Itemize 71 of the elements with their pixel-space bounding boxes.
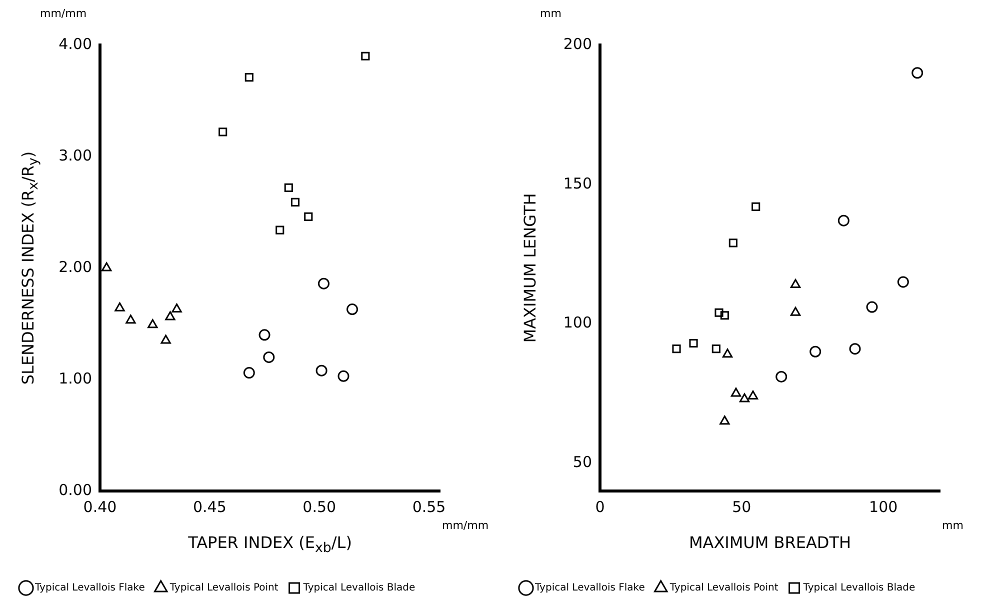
point: [243, 367, 255, 379]
point: [776, 370, 788, 382]
point: [730, 388, 742, 397]
text: mm/mm: [40, 7, 87, 20]
legend-label: Typical Levallois Flake: [34, 582, 145, 594]
point: [866, 301, 878, 313]
point: [720, 311, 729, 320]
point: [689, 338, 698, 348]
point: [165, 311, 176, 320]
legend-label: Typical Levallois Blade: [302, 582, 416, 594]
point: [912, 67, 924, 79]
point: [712, 344, 720, 354]
point: [752, 202, 760, 211]
point: [790, 306, 801, 316]
point: [276, 226, 284, 234]
point: [290, 198, 300, 206]
point: [148, 319, 158, 328]
point: [258, 329, 270, 341]
point: [897, 276, 909, 288]
point: [102, 262, 112, 272]
y-tick-label: 2.00: [58, 258, 92, 276]
y-tick-label: 200: [563, 34, 592, 53]
text: mm: [942, 519, 964, 532]
x-tick-label: 100: [869, 498, 898, 516]
point: [263, 351, 275, 363]
point: [361, 52, 370, 60]
point: [838, 214, 850, 226]
y-tick-label: 1.00: [58, 369, 92, 388]
x-tick-label: 50: [732, 498, 752, 516]
point: [728, 238, 738, 248]
y-tick-label: 100: [563, 314, 592, 332]
x-tick-label: 0.55: [412, 498, 446, 516]
point: [672, 344, 681, 354]
text: mm/mm: [442, 519, 489, 532]
point: [722, 348, 733, 358]
point: [318, 278, 330, 290]
text: mm: [540, 7, 562, 20]
point: [338, 370, 350, 382]
legend-label: Typical Levallois Blade: [802, 582, 916, 594]
y-tick-label: 4.00: [58, 34, 92, 53]
point: [244, 73, 254, 82]
point: [720, 416, 730, 425]
x-axis-title: TAPER INDEX (E$_{xb}$/L): [188, 533, 352, 556]
legend-label: Typical Levallois Flake: [534, 582, 645, 594]
point: [810, 346, 822, 358]
point: [172, 304, 182, 313]
y-tick-label: 3.00: [58, 146, 92, 164]
x-tick-label: 0: [595, 498, 605, 516]
x-axis-title: MAXIMUM BREADTH: [688, 533, 852, 552]
y-tick-label: 150: [563, 174, 592, 192]
point: [748, 390, 758, 400]
legend-label: Typical Levallois Point: [668, 582, 778, 594]
point: [316, 364, 328, 376]
point: [346, 304, 358, 316]
point: [284, 183, 293, 192]
y-tick-label: 50: [572, 453, 592, 472]
point: [714, 308, 724, 317]
point: [218, 128, 228, 136]
y-tick-label: 0.00: [58, 480, 92, 499]
point: [160, 334, 171, 344]
legend-label: Typical Levallois Point: [168, 582, 278, 594]
point: [739, 393, 750, 402]
point: [126, 314, 136, 324]
point: [790, 278, 801, 288]
y-axis-title: MAXIMUM LENGTH: [520, 193, 540, 343]
x-tick-label: 0.40: [83, 498, 117, 516]
point: [849, 343, 861, 355]
x-tick-label: 0.45: [192, 498, 226, 516]
point: [114, 302, 125, 312]
x-tick-label: 0.50: [302, 498, 336, 516]
point: [304, 212, 313, 221]
